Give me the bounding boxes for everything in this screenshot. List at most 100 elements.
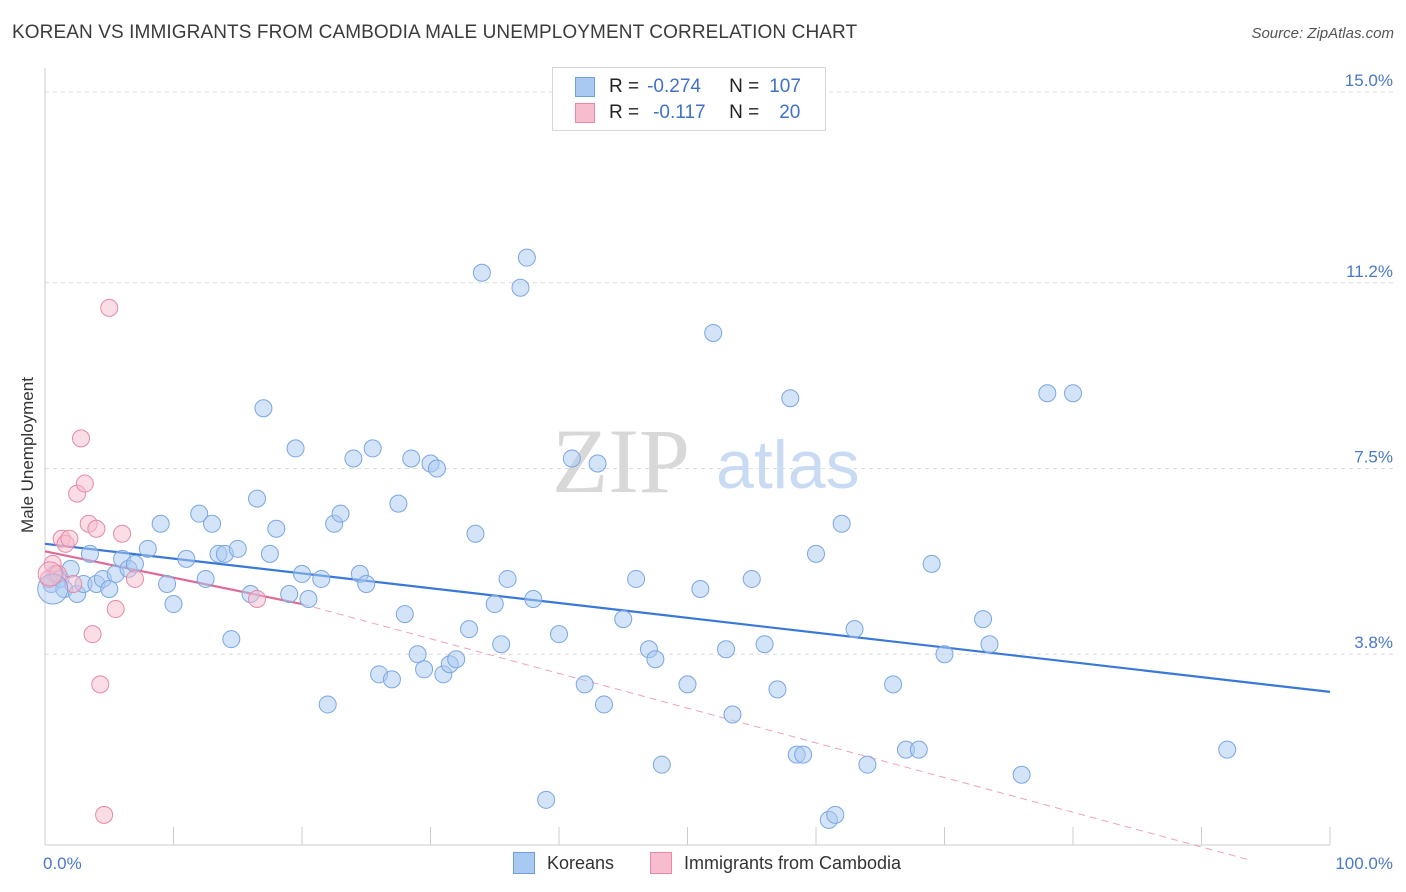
korean-point (196, 569, 215, 588)
korean-point (550, 625, 568, 644)
korean-point (935, 645, 954, 664)
cambodia-point (125, 569, 144, 588)
cambodia-point (75, 474, 94, 493)
source-label: Source: ZipAtlas.com (1251, 25, 1394, 42)
cambodia-trend-extension (301, 603, 1251, 861)
korean-point (395, 605, 414, 624)
korean-point (344, 449, 363, 468)
korean-point (826, 805, 845, 824)
korean-point (909, 740, 928, 759)
korean-point (312, 569, 331, 588)
korean-point (460, 620, 479, 639)
korean-point (363, 439, 382, 458)
korean-point (922, 554, 941, 573)
korean-point (768, 680, 787, 699)
legend-item-koreans[interactable]: Koreans (513, 852, 614, 874)
korean-point (151, 514, 170, 533)
cambodia-point (248, 590, 267, 609)
korean-point (646, 650, 665, 669)
korean-point (254, 399, 273, 418)
korean-point (280, 585, 299, 603)
legend-item-cambodia[interactable]: Immigrants from Cambodia (650, 852, 901, 874)
cambodia-point (60, 529, 79, 548)
korean-point (742, 569, 761, 588)
watermark-atlas: atlas (716, 427, 860, 503)
series-legend: Koreans Immigrants from Cambodia (0, 852, 1406, 876)
korean-point (524, 590, 543, 609)
legend-n-value: 107 (769, 76, 801, 97)
korean-point (511, 278, 530, 297)
korean-point (652, 755, 671, 774)
korean-point (858, 755, 877, 774)
y-tick-label: 7.5% (1354, 448, 1393, 467)
korean-point (755, 635, 774, 654)
korean-point (472, 263, 491, 282)
korean-point (723, 705, 742, 724)
korean-point (408, 645, 427, 664)
korean-point (485, 595, 504, 614)
legend-swatch-cambodia (575, 103, 595, 123)
cambodia-point (71, 429, 90, 448)
korean-point (402, 449, 421, 468)
korean-point (594, 695, 613, 714)
korean-point (158, 574, 177, 593)
legend-n-label: N = (729, 76, 760, 97)
korean-point (447, 650, 466, 669)
korean-point (100, 579, 119, 598)
cambodia-point (64, 574, 83, 593)
y-tick-label: 15.0% (1345, 71, 1393, 90)
cambodia-point (83, 625, 102, 644)
watermark: ZIP atlas (552, 410, 860, 512)
korean-point (884, 675, 903, 694)
korean-point (318, 695, 337, 714)
gridlines (45, 91, 1395, 655)
x-tick-label: 100.0% (1335, 854, 1393, 873)
korean-point (260, 544, 279, 563)
korean-point (228, 539, 247, 558)
korean-point (1012, 765, 1031, 784)
correlation-legend: R = -0.274 N = 107 R = -0.117 N = 20 (552, 67, 826, 131)
korean-point (466, 524, 485, 543)
korean-point (357, 574, 376, 593)
korean-point (1064, 384, 1082, 403)
cambodia-point (100, 298, 119, 317)
korean-point (614, 610, 633, 629)
korean-point (678, 675, 697, 694)
korean-point (164, 595, 183, 614)
legend-n-value: 20 (779, 102, 801, 123)
korean-point (177, 549, 196, 568)
korean-point (492, 635, 511, 654)
korean-point (293, 564, 311, 583)
korean-point (781, 389, 800, 408)
korean-point (190, 504, 209, 523)
korean-point (974, 610, 993, 629)
korean-point (427, 459, 446, 478)
korean-point (562, 449, 581, 468)
korean-point (627, 569, 646, 588)
x-tick-label: 0.0% (43, 854, 82, 873)
y-tick-label: 3.8% (1354, 633, 1393, 652)
chart-title: KOREAN VS IMMIGRANTS FROM CAMBODIA MALE … (12, 22, 858, 43)
cambodia-point (106, 600, 125, 619)
cambodia-point (87, 519, 106, 538)
korean-point (267, 519, 286, 538)
legend-r-value: -0.274 (647, 76, 701, 97)
korean-point (807, 544, 825, 563)
legend-swatch-cambodia (650, 852, 672, 874)
legend-row-koreans: R = -0.274 N = 107 (575, 74, 801, 100)
korean-point (125, 554, 144, 573)
cambodia-point (95, 805, 114, 824)
cambodia-point (113, 524, 132, 543)
axes (44, 68, 1331, 846)
y-tick-label: 11.2% (1346, 262, 1393, 281)
korean-point (717, 640, 736, 659)
korean-point (299, 590, 318, 609)
korean-point (222, 630, 241, 649)
trend-lines (44, 542, 1331, 861)
legend-swatch-koreans (575, 77, 595, 97)
korean-point (286, 439, 305, 458)
korean-point (845, 620, 864, 639)
korean-point (248, 489, 267, 508)
korean-point (415, 660, 434, 679)
